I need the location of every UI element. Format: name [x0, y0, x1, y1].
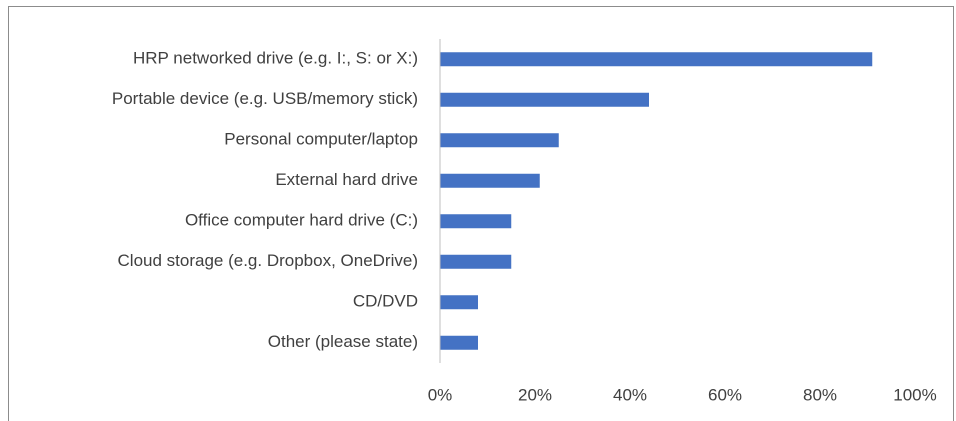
chart-frame: [8, 6, 954, 421]
x-tick-label: 60%: [708, 385, 742, 404]
y-tick-label: CD/DVD: [353, 292, 418, 311]
bar: [440, 52, 873, 67]
y-tick-label: HRP networked drive (e.g. I:, S: or X:): [133, 49, 418, 68]
y-tick-label: Cloud storage (e.g. Dropbox, OneDrive): [118, 251, 418, 270]
bar: [440, 133, 559, 148]
y-tick-label: Personal computer/laptop: [224, 130, 418, 149]
bar: [440, 92, 649, 107]
y-tick-label: Office computer hard drive (C:): [185, 211, 418, 230]
bar: [440, 295, 478, 310]
bar: [440, 254, 512, 269]
y-tick-label: Other (please state): [268, 332, 418, 351]
y-tick-label: Portable device (e.g. USB/memory stick): [112, 89, 418, 108]
x-tick-label: 40%: [613, 385, 647, 404]
x-tick-label: 20%: [518, 385, 552, 404]
x-tick-label: 100%: [893, 385, 936, 404]
x-tick-label: 80%: [803, 385, 837, 404]
bar: [440, 173, 540, 188]
x-tick-label: 0%: [428, 385, 453, 404]
bar: [440, 335, 478, 350]
bar: [440, 214, 512, 229]
y-tick-label: External hard drive: [275, 170, 418, 189]
